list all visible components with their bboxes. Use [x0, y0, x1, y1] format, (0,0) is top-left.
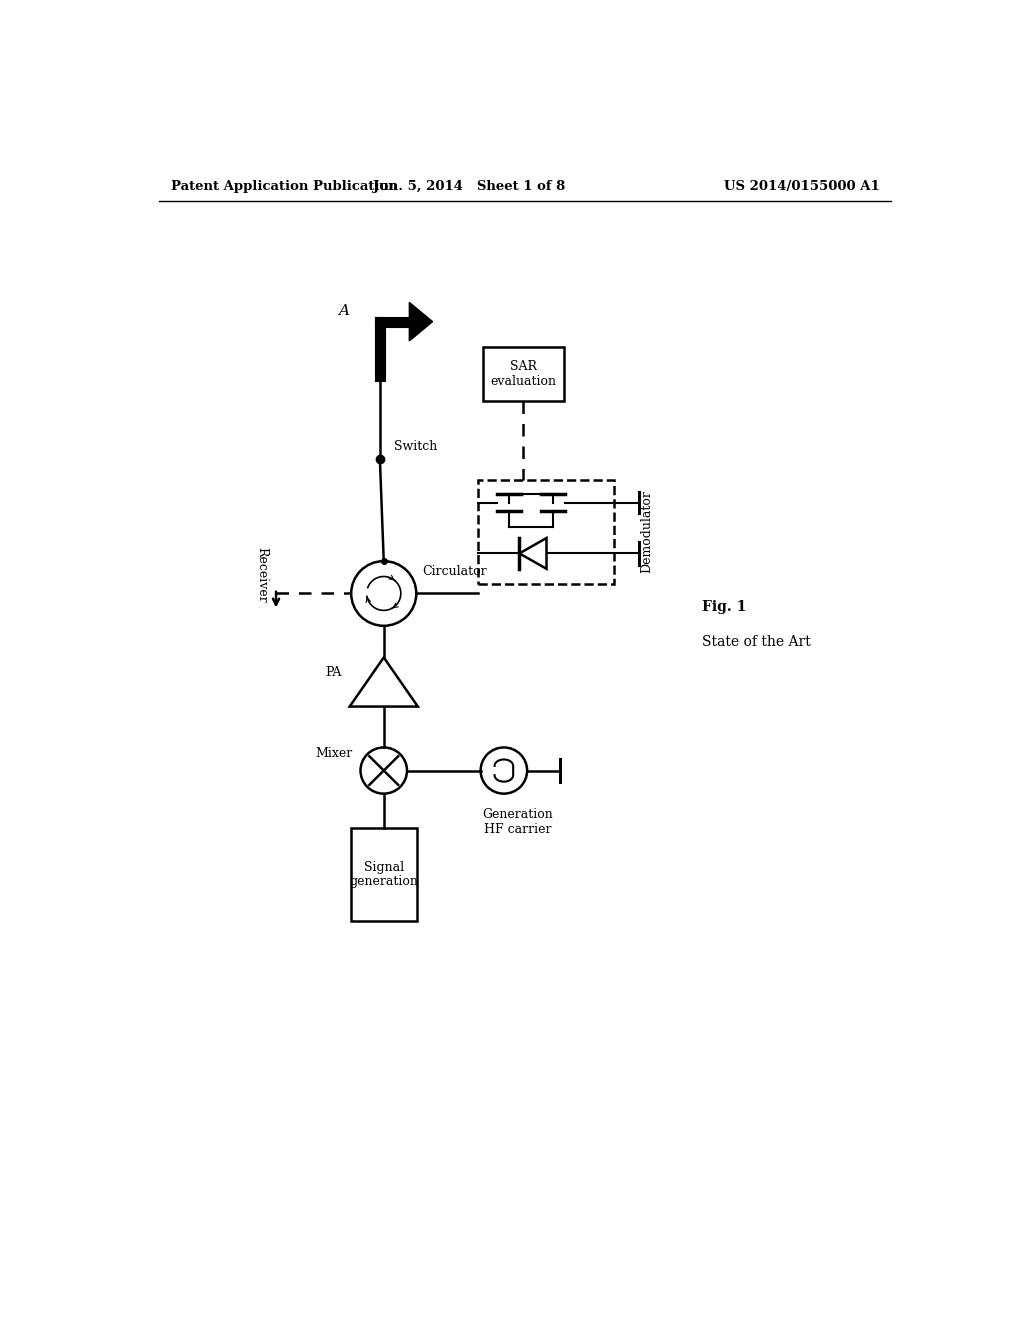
Text: Jun. 5, 2014   Sheet 1 of 8: Jun. 5, 2014 Sheet 1 of 8	[373, 180, 565, 193]
Text: State of the Art: State of the Art	[701, 635, 810, 649]
Text: Generation
HF carrier: Generation HF carrier	[482, 808, 553, 836]
Text: SAR
evaluation: SAR evaluation	[490, 360, 556, 388]
Bar	[351, 829, 417, 921]
Polygon shape	[410, 302, 432, 341]
Text: US 2014/0155000 A1: US 2014/0155000 A1	[724, 180, 880, 193]
Text: A: A	[338, 304, 349, 318]
Bar	[478, 480, 614, 583]
Text: Signal
generation: Signal generation	[349, 861, 418, 888]
Text: PA: PA	[326, 667, 342, 680]
Text: Patent Application Publication: Patent Application Publication	[171, 180, 397, 193]
Text: Switch: Switch	[394, 440, 437, 453]
Text: Circulator: Circulator	[423, 565, 487, 578]
Text: Fig. 1: Fig. 1	[701, 599, 745, 614]
Text: Demodulator: Demodulator	[640, 491, 653, 573]
Text: Mixer: Mixer	[315, 747, 352, 760]
Text: Receiver: Receiver	[256, 548, 268, 603]
Bar	[482, 347, 564, 401]
